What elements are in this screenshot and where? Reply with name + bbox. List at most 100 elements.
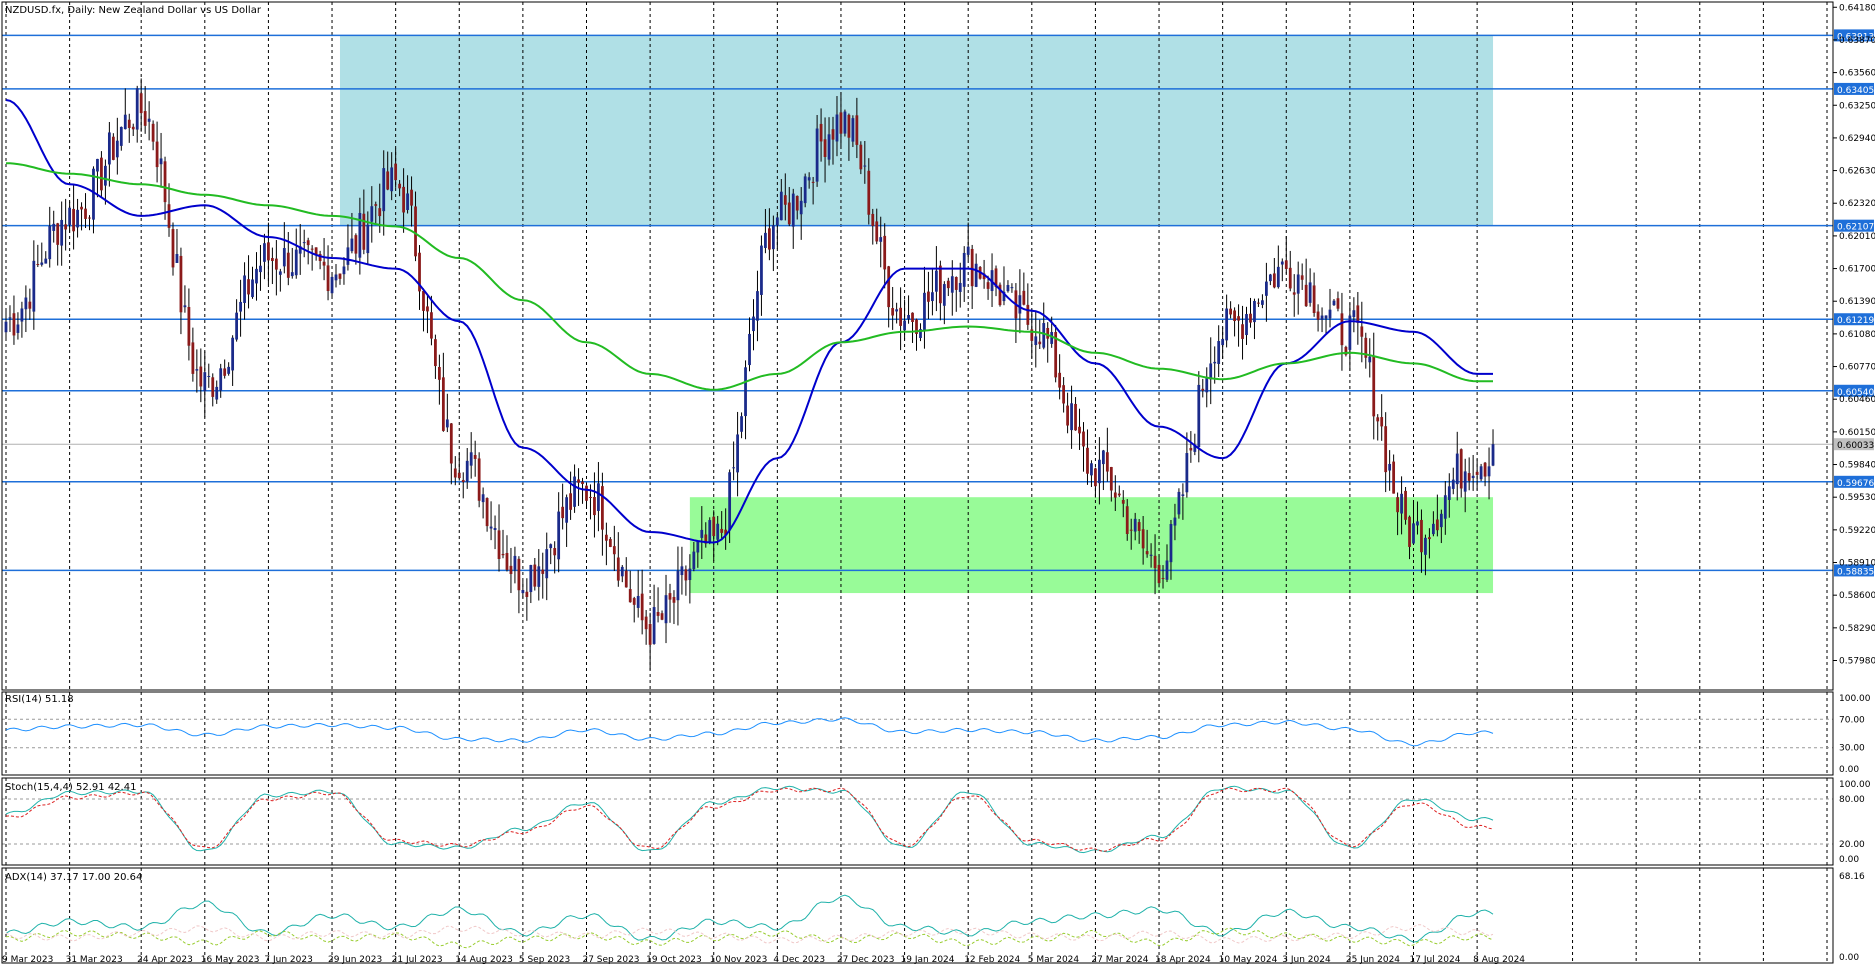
candle-down xyxy=(1201,388,1205,391)
candle-up xyxy=(620,566,624,577)
candle-up xyxy=(44,258,48,264)
candle-down xyxy=(986,282,990,289)
candle-down xyxy=(286,252,290,278)
candle-up xyxy=(251,279,254,298)
candle-down xyxy=(505,552,509,570)
candle-up xyxy=(1006,285,1010,292)
candle-down xyxy=(322,261,326,266)
candle-down xyxy=(1404,490,1407,520)
candle-down xyxy=(1284,260,1288,269)
candle-up xyxy=(259,265,262,273)
candle-up xyxy=(1070,403,1073,431)
candle-down xyxy=(541,569,545,574)
candle-down xyxy=(1109,466,1113,491)
candle-down xyxy=(517,558,521,591)
candle-up xyxy=(700,529,704,538)
candle-down xyxy=(525,591,529,597)
candle-up xyxy=(215,386,219,400)
candle-down xyxy=(1316,311,1320,320)
candle-down xyxy=(819,123,823,142)
candle-up xyxy=(732,467,735,469)
candle-down xyxy=(668,593,672,600)
candle-up xyxy=(775,217,779,226)
candle-down xyxy=(80,206,83,210)
candle-up xyxy=(652,607,656,644)
candle-down xyxy=(1125,506,1129,534)
x-tick-label: 14 Aug 2023 xyxy=(455,955,513,965)
candle-up xyxy=(1205,377,1209,393)
candle-down xyxy=(712,516,716,537)
candle-down xyxy=(1237,316,1240,321)
candle-up xyxy=(1424,537,1427,555)
indicator-series-line xyxy=(5,927,1494,949)
zone-supply xyxy=(339,35,1494,226)
candle-up xyxy=(493,528,497,531)
candle-down xyxy=(1356,305,1360,323)
level-tag xyxy=(1834,564,1874,577)
candle-up xyxy=(1245,314,1248,336)
candle-down xyxy=(1046,327,1050,339)
candle-up xyxy=(1050,331,1054,344)
candle-up xyxy=(342,266,346,275)
level-label: 0.59676 xyxy=(1837,479,1874,489)
candle-up xyxy=(1225,308,1229,341)
x-tick-label: 27 Sep 2023 xyxy=(582,955,639,965)
price-tick-label: 0.63250 xyxy=(1839,101,1875,111)
x-tick-label: 9 Mar 2023 xyxy=(2,955,53,965)
candle-up xyxy=(294,249,298,276)
indicator-tick-label: 0.00 xyxy=(1839,765,1859,775)
candle-down xyxy=(811,181,815,183)
candle-down xyxy=(672,597,676,603)
candle-up xyxy=(958,282,962,292)
candle-down xyxy=(585,485,588,501)
candle-down xyxy=(927,291,930,302)
candle-down xyxy=(1233,310,1236,322)
candle-down xyxy=(354,235,358,254)
level-tag xyxy=(1834,313,1874,326)
candle-down xyxy=(1086,447,1089,474)
zone-demand xyxy=(689,497,1494,594)
candle-down xyxy=(1304,284,1308,307)
candle-up xyxy=(406,193,409,210)
candle-down xyxy=(561,506,565,519)
candle-up xyxy=(791,193,795,227)
x-tick-label: 27 Dec 2023 xyxy=(837,955,895,965)
pane-frame-adx xyxy=(1,867,1834,964)
candle-down xyxy=(509,565,513,575)
candle-down xyxy=(1420,519,1423,553)
candle-down xyxy=(64,224,68,230)
candle-down xyxy=(155,141,159,168)
level-label: 0.63913 xyxy=(1837,32,1874,42)
indicator-series-line xyxy=(5,924,1494,944)
x-tick-label: 21 Jul 2023 xyxy=(392,955,443,965)
main-chart-title: NZDUSD.fx, Daily: New Zealand Dollar vs … xyxy=(5,5,262,16)
candle-down xyxy=(847,114,851,138)
candle-up xyxy=(207,375,211,377)
candle-down xyxy=(911,312,914,322)
candle-down xyxy=(398,183,402,189)
candle-up xyxy=(760,245,763,295)
candle-down xyxy=(577,479,580,483)
level-label: 0.60540 xyxy=(1837,388,1874,398)
candle-down xyxy=(724,529,728,536)
candle-down xyxy=(1082,431,1085,447)
candle-up xyxy=(1280,261,1284,265)
candle-up xyxy=(728,472,732,531)
candle-up xyxy=(636,595,640,608)
candle-down xyxy=(887,266,891,308)
candles xyxy=(4,78,1495,670)
candle-up xyxy=(934,270,938,292)
candle-down xyxy=(859,144,863,170)
x-tick-label: 3 Jun 2024 xyxy=(1282,955,1331,965)
candle-up xyxy=(923,292,926,332)
candle-down xyxy=(899,307,902,326)
candle-up xyxy=(1177,491,1181,515)
candle-up xyxy=(1193,444,1197,452)
candle-down xyxy=(648,624,652,645)
candle-down xyxy=(660,613,664,620)
candle-up xyxy=(903,320,906,331)
adx-title: ADX(14) 37.17 17.00 20.64 xyxy=(5,872,142,883)
price-tick-label: 0.64180 xyxy=(1839,3,1875,13)
